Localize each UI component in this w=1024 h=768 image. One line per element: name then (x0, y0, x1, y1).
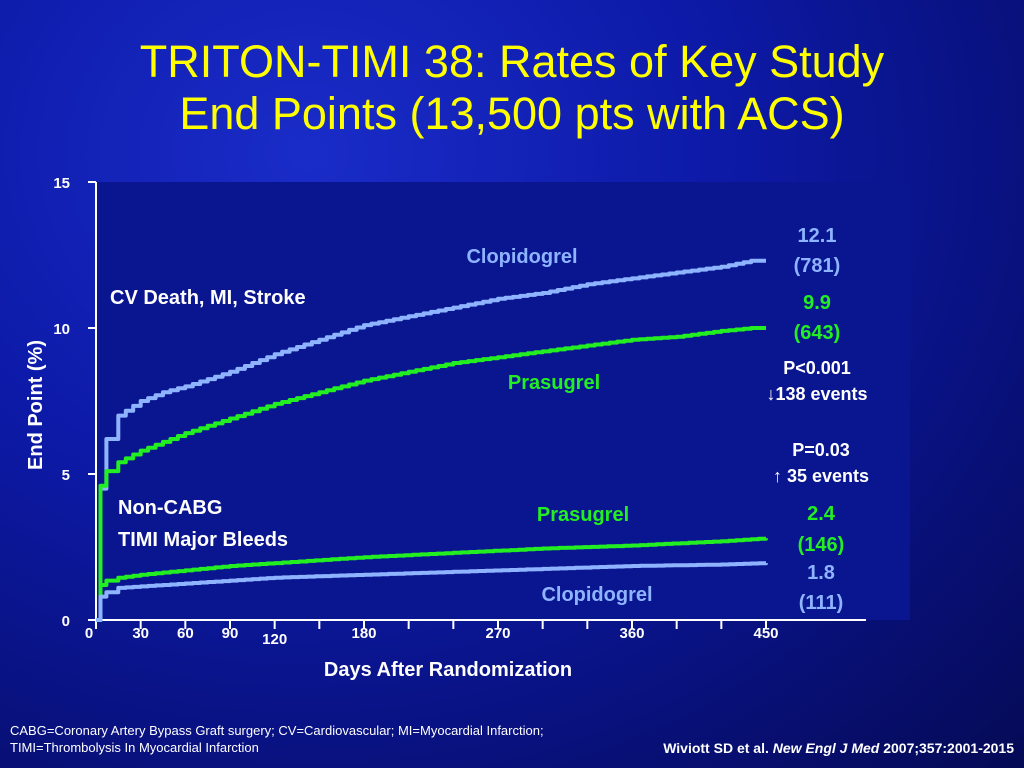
series-line-clopidogrel-cv (96, 258, 766, 622)
series-label-clopidogrel-bottom: Clopidogrel (541, 584, 652, 606)
stat-events-top: ↓138 events (766, 384, 867, 404)
y-tick-label: 15 (53, 175, 70, 192)
panel-label-cv: CV Death, MI, Stroke (110, 287, 306, 309)
footnote-line-2: TIMI=Thrombolysis In Myocardial Infarcti… (10, 740, 259, 755)
series-label-clopidogrel-top: Clopidogrel (466, 246, 577, 268)
panel-label-bleeds-1: Non-CABG (118, 497, 222, 519)
citation-journal: New Engl J Med (772, 740, 880, 756)
stat-events-bottom: ↑ 35 events (773, 466, 869, 486)
series-label-prasugrel-bottom: Prasugrel (537, 504, 629, 526)
slide-title: TRITON-TIMI 38: Rates of Key Study End P… (0, 36, 1024, 140)
plot-area (96, 182, 910, 620)
series-line-prasugrel-cv (96, 326, 766, 622)
axes: 0 5 10 15 0 30 60 90 120 180 270 360 450 (53, 175, 866, 648)
kaplan-meier-chart: 0 5 10 15 0 30 60 90 120 180 270 360 450 End Point (… (25, 175, 910, 681)
x-tick-label: 0 (85, 625, 93, 642)
end-value-clopidogrel-bottom: 1.8 (807, 562, 835, 584)
x-tick-label: 270 (485, 625, 510, 642)
y-tick-label: 0 (62, 613, 70, 630)
x-tick-label: 180 (351, 625, 376, 642)
x-axis-label: Days After Randomization (324, 659, 572, 681)
x-tick-label: 120 (262, 631, 287, 648)
end-value-clopidogrel-top: 12.1 (798, 225, 837, 247)
end-events-clopidogrel-top: (781) (794, 255, 841, 277)
x-tick-label: 450 (753, 625, 778, 642)
series-lines (96, 258, 768, 622)
stat-p-top: P<0.001 (783, 358, 851, 378)
end-value-prasugrel-bottom: 2.4 (807, 503, 836, 525)
panel-label-bleeds-2: TIMI Major Bleeds (118, 529, 288, 551)
stat-p-bottom: P=0.03 (792, 440, 850, 460)
end-events-prasugrel-bottom: (146) (798, 534, 845, 556)
footnote: CABG=Coronary Artery Bypass Graft surger… (10, 722, 544, 756)
y-axis-label: End Point (%) (25, 340, 47, 470)
footnote-line-1: CABG=Coronary Artery Bypass Graft surger… (10, 723, 544, 738)
end-events-prasugrel-top: (643) (794, 322, 841, 344)
citation-details: 2007;357:2001-2015 (883, 740, 1014, 756)
annotations: End Point (%) Days After Randomization C… (25, 225, 869, 681)
end-value-prasugrel-top: 9.9 (803, 292, 831, 314)
citation: Wiviott SD et al. New Engl J Med 2007;35… (663, 740, 1014, 756)
x-tick-label: 60 (177, 625, 194, 642)
citation-authors: Wiviott SD et al. (663, 740, 769, 756)
y-tick-label: 10 (53, 321, 70, 338)
title-line-2: End Points (13,500 pts with ACS) (179, 88, 845, 139)
series-line-clopidogrel-bleeds (96, 561, 768, 622)
series-line-prasugrel-bleeds (96, 536, 768, 622)
x-tick-label: 360 (619, 625, 644, 642)
x-tick-label: 90 (222, 625, 239, 642)
y-tick-label: 5 (62, 467, 70, 484)
series-label-prasugrel-top: Prasugrel (508, 372, 600, 394)
x-tick-label: 30 (132, 625, 149, 642)
end-events-clopidogrel-bottom: (111) (799, 592, 843, 614)
title-line-1: TRITON-TIMI 38: Rates of Key Study (139, 36, 885, 87)
